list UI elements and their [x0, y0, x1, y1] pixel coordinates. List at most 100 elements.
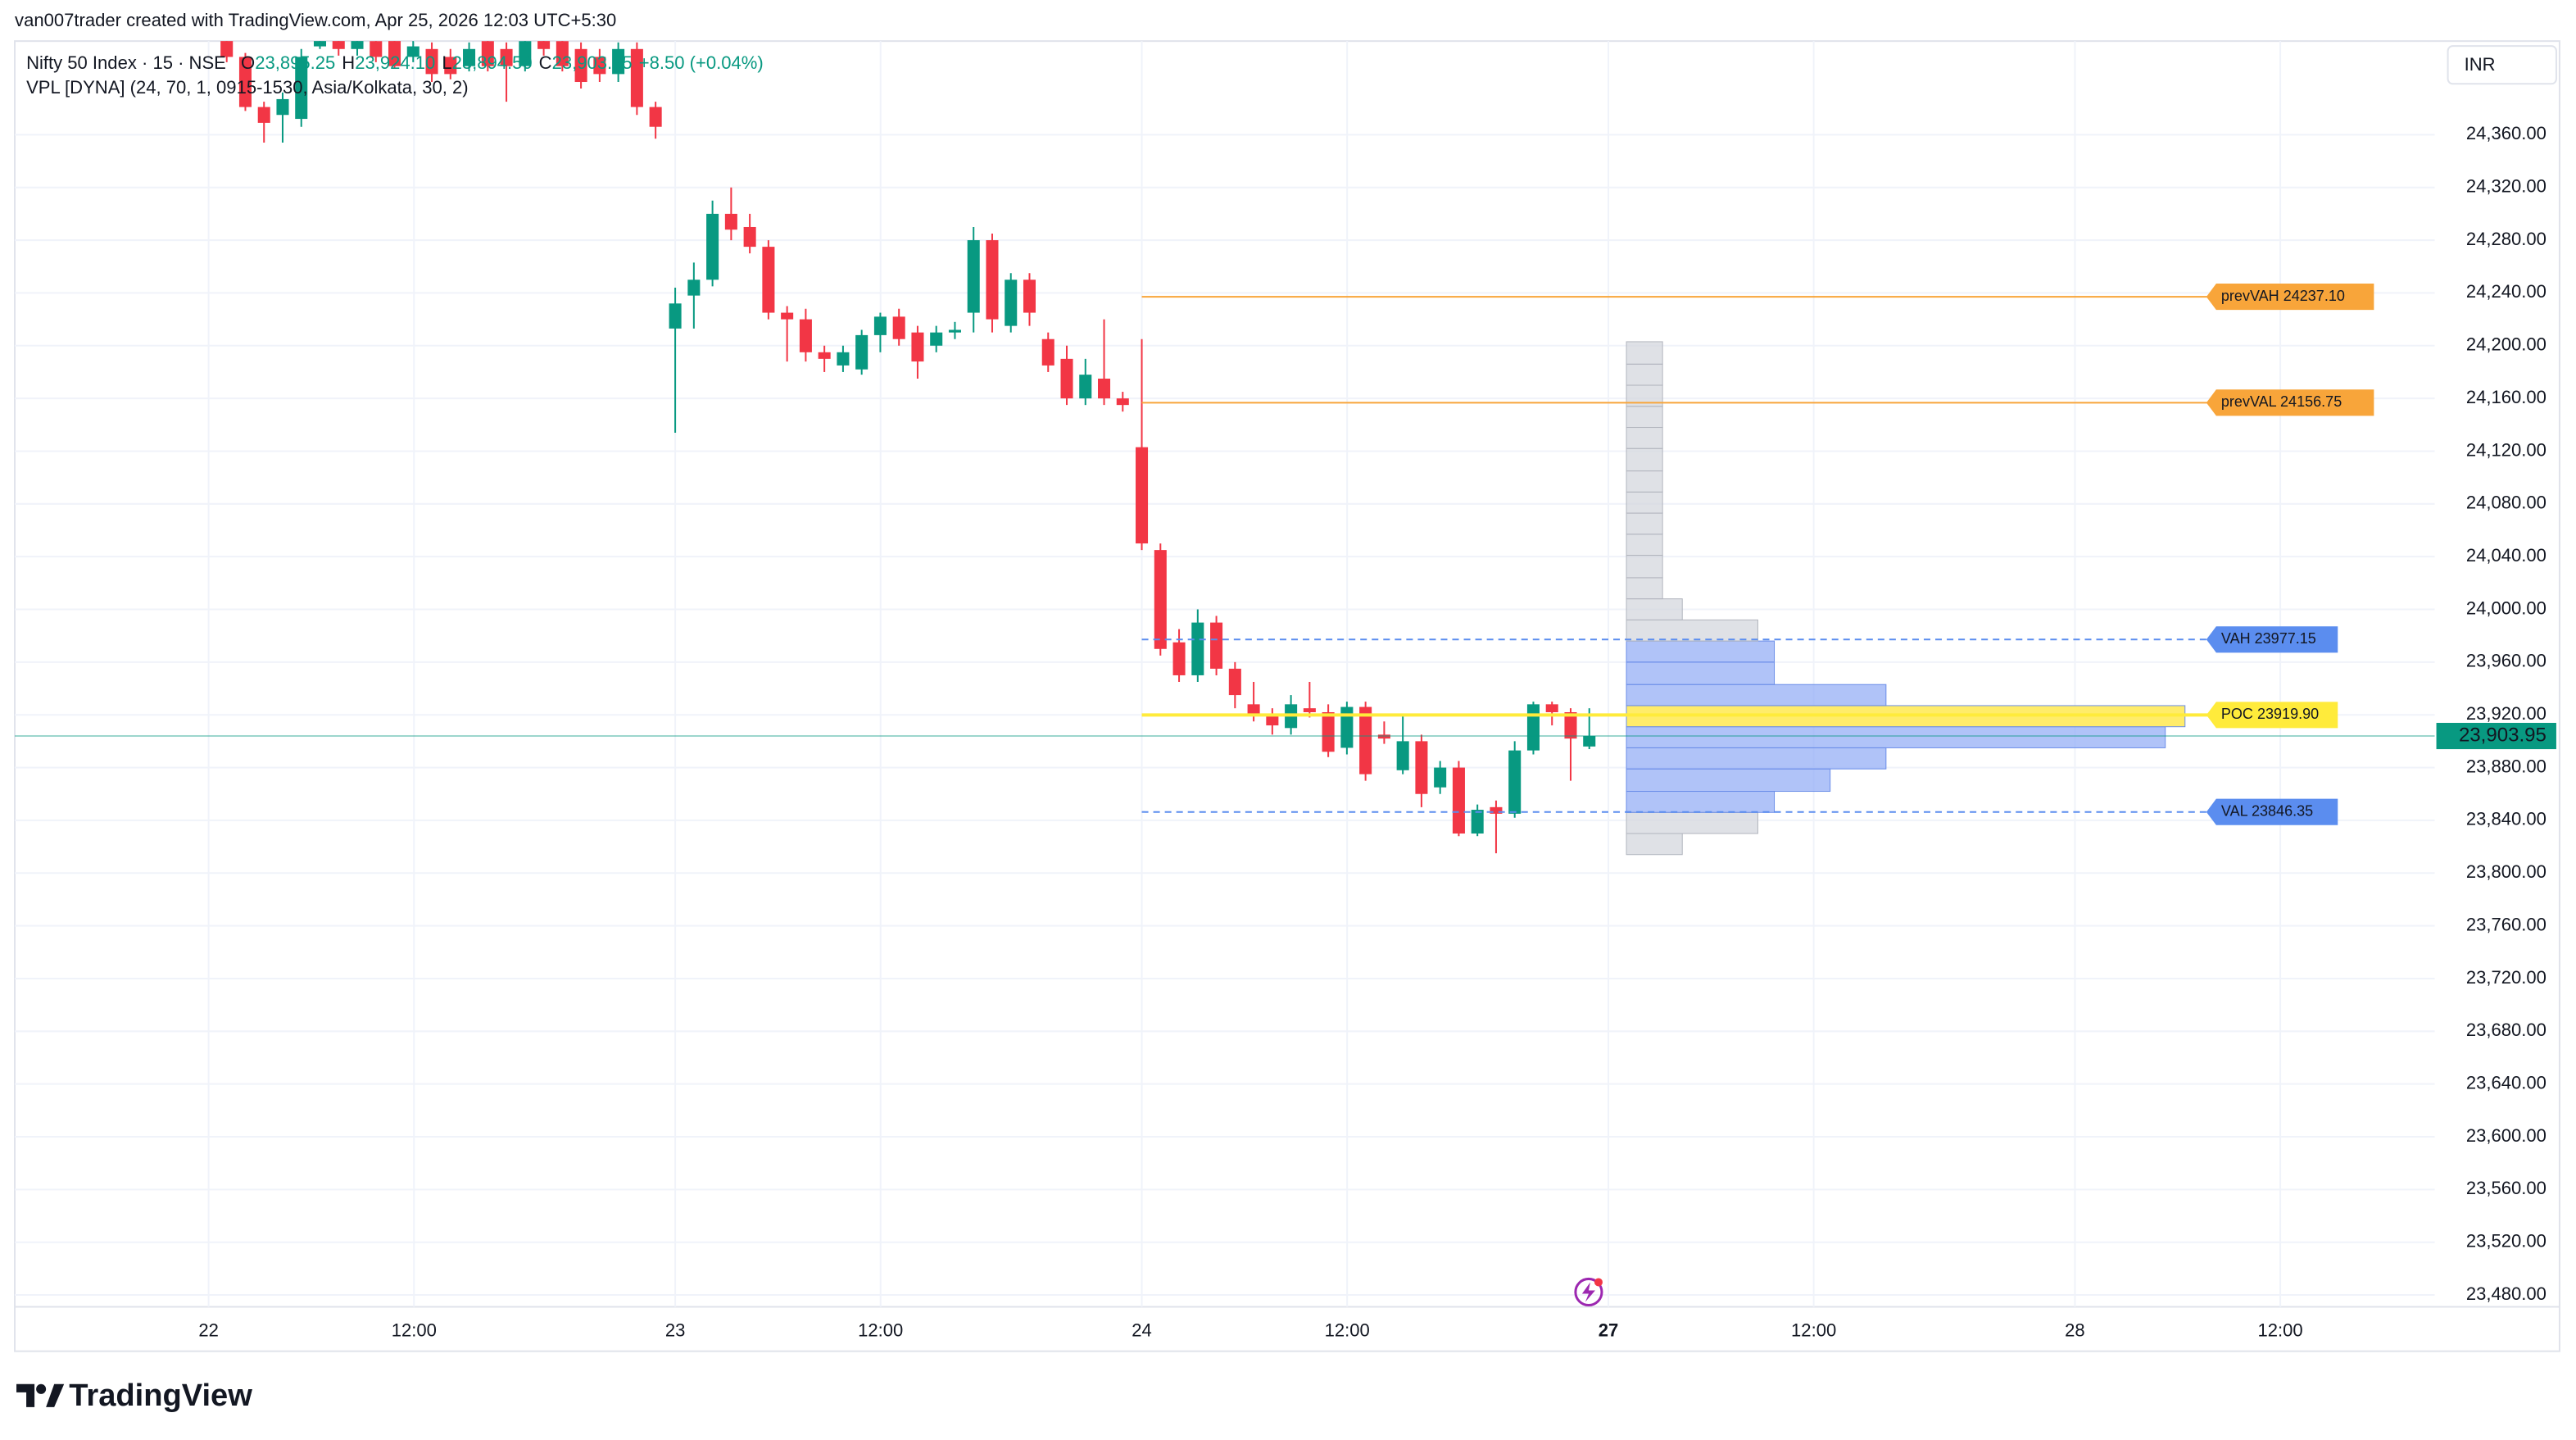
legend: Nifty 50 Index · 15 · NSE O23,895.25 H23,…	[26, 52, 764, 73]
candle-body	[967, 240, 980, 313]
candle-body	[1266, 715, 1279, 726]
y-tick-label: 23,640.00	[2466, 1072, 2547, 1092]
y-tick-label: 23,800.00	[2466, 861, 2547, 882]
y-tick-label: 24,120.00	[2466, 439, 2547, 460]
profile-bar	[1626, 363, 1663, 386]
candle-body	[444, 57, 457, 75]
candle-body	[276, 98, 289, 116]
candle-body	[948, 329, 961, 333]
candle-body	[574, 48, 587, 83]
x-tick-label: 12:00	[858, 1320, 903, 1340]
profile-bar	[1626, 768, 1831, 793]
last-price-box	[2436, 722, 2556, 750]
candle-body	[556, 41, 569, 66]
candle-body	[406, 46, 420, 57]
candle-body	[762, 247, 775, 313]
level-label: prevVAH 24237.10	[2221, 288, 2345, 304]
profile-bar	[1626, 684, 1887, 706]
candle-body	[1172, 642, 1186, 675]
candle-body	[873, 316, 887, 335]
candle-body	[781, 312, 794, 320]
ohlc-key: O	[241, 52, 255, 73]
candle-body	[1210, 622, 1223, 669]
candle-body	[1359, 706, 1372, 775]
profile-bar	[1626, 491, 1663, 514]
x-tick-label: 12:00	[2257, 1320, 2302, 1340]
candle-body	[1564, 711, 1577, 739]
icon[interactable]	[1574, 1277, 1603, 1307]
profile-bar	[1626, 811, 1758, 834]
candle-body	[257, 107, 270, 123]
y-tick-label: 23,880.00	[2466, 756, 2547, 776]
ohlc-key: L	[442, 52, 451, 73]
level-label: VAL 23846.35	[2221, 802, 2313, 819]
profile-bar	[1626, 447, 1663, 472]
brand-logo	[16, 1383, 65, 1407]
candle-body	[1005, 279, 1018, 326]
candle-body	[1191, 622, 1204, 675]
candle-body	[911, 332, 924, 362]
plot	[15, 41, 2435, 856]
y-tick-label: 24,360.00	[2466, 123, 2547, 143]
x-tick-label: 24	[1132, 1320, 1152, 1340]
candle-body	[1471, 810, 1484, 834]
y-tick-label: 24,080.00	[2466, 493, 2547, 513]
level-label-box	[2206, 702, 2338, 729]
candle-body	[519, 41, 532, 66]
last-price-label: 23,903.95	[2459, 724, 2547, 746]
level-label-box	[2206, 389, 2374, 416]
candle-body	[1452, 767, 1465, 834]
currency[interactable]: INR	[2465, 54, 2496, 75]
profile-bar	[1626, 406, 1663, 429]
currency-box[interactable]	[2447, 45, 2557, 85]
level-label: POC 23919.90	[2221, 706, 2319, 722]
candle-body	[1583, 735, 1596, 747]
candle-body	[238, 57, 252, 107]
y-tick-label: 23,760.00	[2466, 914, 2547, 934]
candle-body	[1377, 734, 1390, 739]
profile-bar	[1626, 577, 1663, 600]
candle-body	[1526, 704, 1540, 751]
candle-body	[1023, 279, 1036, 313]
ohlc-value: 23,895.25	[255, 52, 335, 73]
ohlc-value: 23,894.50	[452, 52, 533, 73]
watermark: van007trader created with TradingView.co…	[15, 10, 616, 30]
profile-bar	[1626, 661, 1776, 685]
candle-body	[1247, 704, 1260, 715]
y-tick-label: 23,480.00	[2466, 1283, 2547, 1304]
candle-body	[537, 41, 551, 49]
profile-bar	[1626, 470, 1663, 493]
candle-body	[1415, 741, 1428, 794]
y-tick-label: 23,560.00	[2466, 1178, 2547, 1198]
candle-body	[1154, 550, 1167, 649]
candle-body	[612, 48, 625, 75]
candle-body	[1041, 338, 1054, 366]
candle-body	[1060, 358, 1073, 399]
y-tick-label: 23,920.00	[2466, 703, 2547, 724]
candle-body	[295, 57, 308, 120]
x-tick-label: 22	[198, 1320, 219, 1340]
candle-body	[1322, 711, 1335, 752]
candle-body	[892, 316, 905, 339]
profile-bar	[1626, 726, 2166, 748]
indicator: VPL [DYNA] (24, 70, 1, 0915-1530, Asia/K…	[26, 77, 469, 98]
profile-bar	[1626, 427, 1663, 449]
level-label: VAH 23977.15	[2221, 630, 2316, 647]
candle-body	[593, 57, 606, 75]
grid: 23,480.00 23,520.00 23,560.00 23,600.00 23,6…	[15, 41, 2547, 1340]
candle-body	[930, 332, 943, 346]
candle-body	[220, 41, 234, 57]
candle-body	[425, 48, 438, 75]
candle-body	[1303, 708, 1316, 712]
candle-body	[481, 41, 494, 66]
level-label-box	[2206, 284, 2374, 311]
brand: TradingView	[69, 1379, 252, 1413]
ohlc-value: 23,903.95	[552, 52, 633, 73]
x-tick-label: 12:00	[1325, 1320, 1370, 1340]
candle-body	[669, 303, 682, 329]
y-tick-label: 23,520.00	[2466, 1231, 2547, 1251]
candle-body	[706, 213, 719, 280]
ohlc-key: C	[539, 52, 552, 73]
